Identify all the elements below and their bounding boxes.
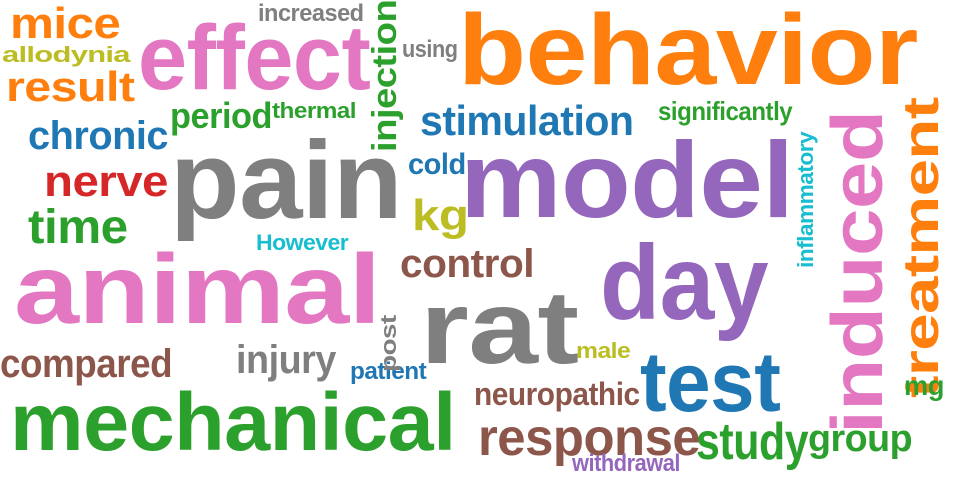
word-mechanical: mechanical [10, 377, 456, 468]
word-kg: kg [412, 191, 469, 240]
word-behavior: behavior [458, 0, 918, 106]
word-increased: increased [258, 0, 364, 27]
word-patient: patient [350, 358, 427, 385]
word-animal: animal [14, 234, 381, 344]
word-injection: injection [366, 0, 404, 153]
word-stimulation: stimulation [420, 97, 634, 144]
word-result: result [6, 63, 135, 110]
word-response: response [478, 409, 701, 467]
word-chronic: chronic [28, 114, 168, 158]
word-significantly: significantly [658, 96, 793, 126]
word-pain: pain [170, 119, 403, 242]
word-compared: compared [0, 342, 173, 386]
word-day: day [600, 224, 769, 342]
word-nerve: nerve [44, 157, 168, 206]
word-induced: induced [818, 110, 898, 434]
word-control: control [400, 242, 535, 286]
word-effect: effect [138, 7, 371, 109]
word-thermal: thermal [272, 98, 357, 123]
word-study: study [696, 413, 809, 471]
word-inflammatory: inflammatory [793, 131, 818, 268]
word-post: post [376, 315, 401, 372]
word-time: time [28, 201, 128, 254]
word-rat: rat [420, 270, 579, 386]
word-injury: injury [236, 338, 336, 382]
word-however: However [256, 230, 349, 255]
word-withdrawal: withdrawal [572, 450, 681, 477]
word-male: male [576, 338, 631, 363]
word-neuropathic: neuropathic [474, 376, 640, 412]
word-cold: cold [408, 148, 466, 181]
word-test: test [640, 335, 781, 429]
word-mg: mg [904, 370, 944, 401]
word-treatment: treatment [893, 97, 949, 399]
word-using: using [402, 36, 458, 63]
word-allodynia: allodynia [2, 42, 131, 67]
word-group: group [808, 418, 913, 460]
word-model: model [460, 119, 794, 240]
word-period: period [170, 95, 273, 136]
word-mice: mice [10, 0, 121, 48]
